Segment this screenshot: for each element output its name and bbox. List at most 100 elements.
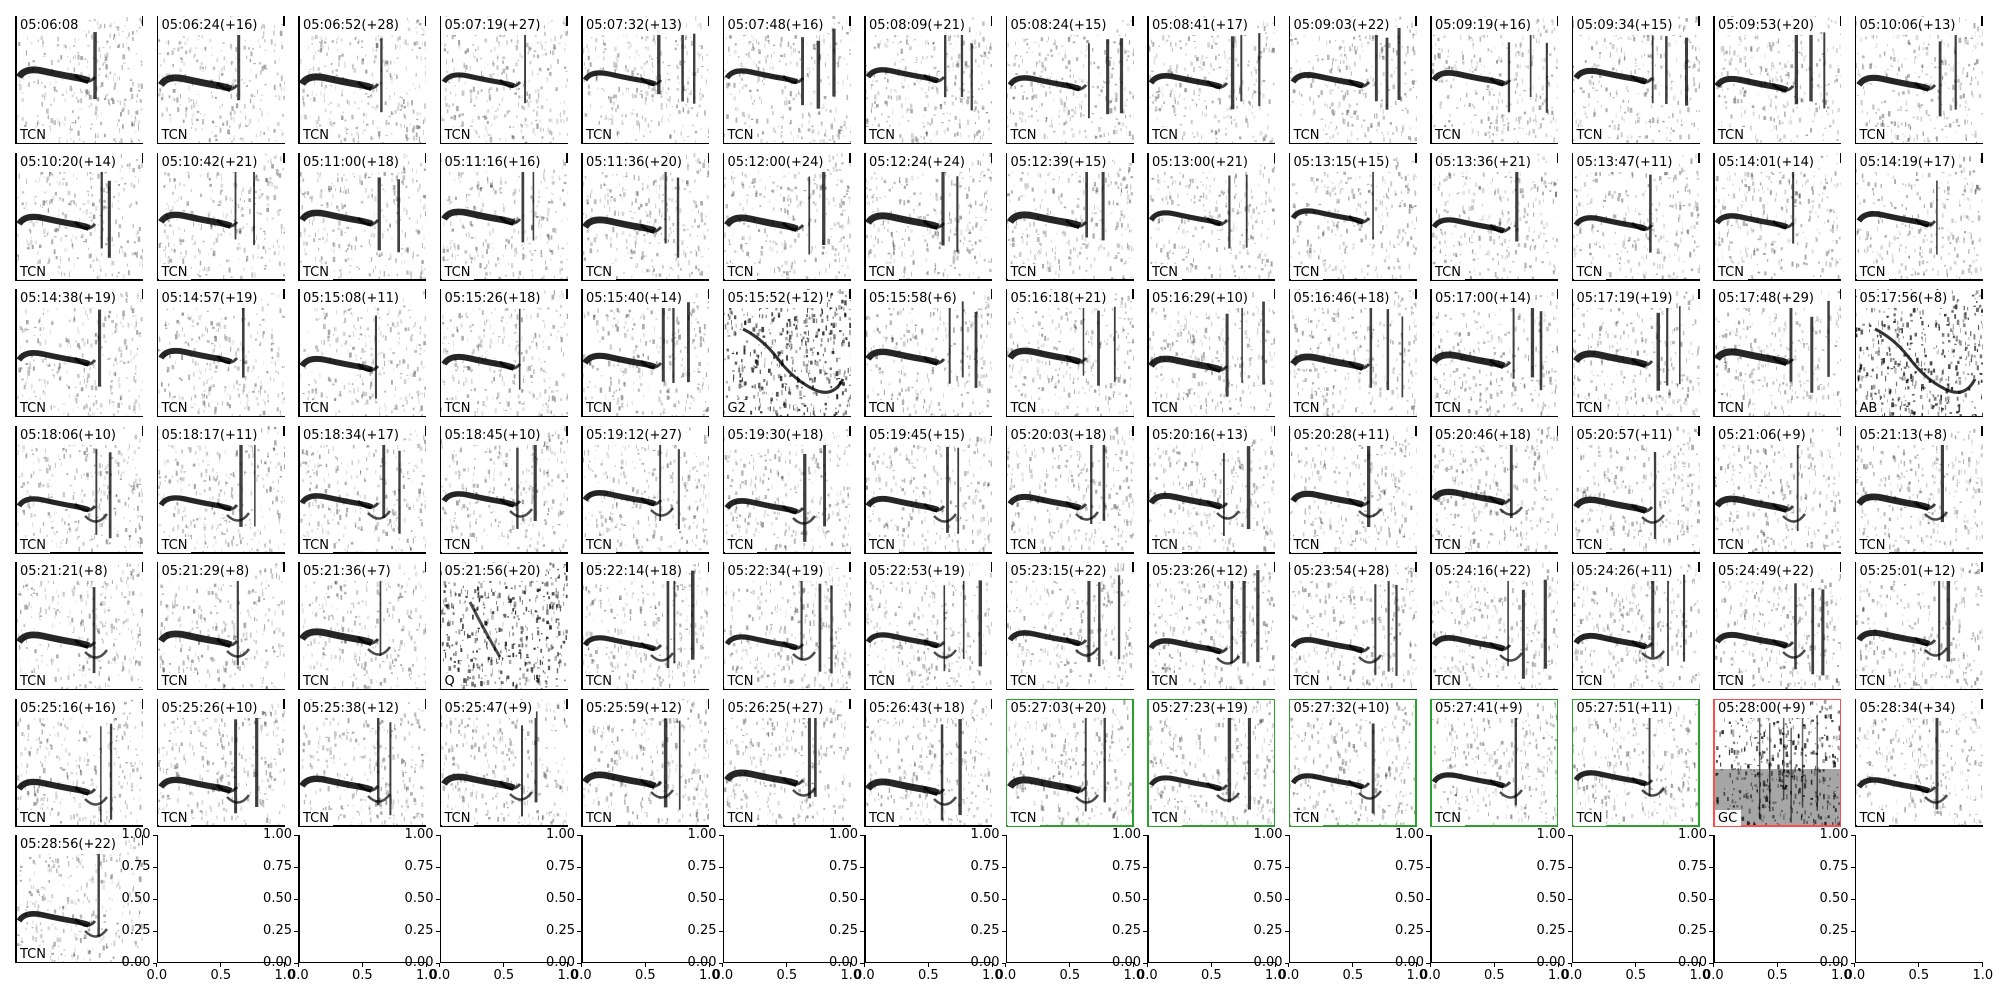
x-tick-mark bbox=[580, 963, 582, 967]
axis-spine bbox=[156, 552, 285, 554]
axis-spine bbox=[864, 152, 866, 281]
axis-spine bbox=[864, 698, 866, 827]
y-tick-mark bbox=[1850, 930, 1855, 932]
y-tick-label: 0.00 bbox=[1254, 956, 1283, 969]
axis-spine bbox=[439, 698, 441, 827]
spectrogram-image bbox=[1855, 427, 1983, 554]
spectrogram-image bbox=[1713, 698, 1841, 827]
axis-spine bbox=[1147, 825, 1275, 827]
axis-spine bbox=[581, 425, 583, 554]
spectrogram-panel: 05:15:08(+11) TCN bbox=[298, 289, 426, 417]
axis-spine bbox=[1698, 289, 1700, 299]
axis-spine bbox=[156, 688, 285, 690]
spectrogram-panel: 05:11:16(+16) TCN bbox=[439, 152, 568, 281]
spectrogram-image bbox=[1288, 425, 1417, 554]
y-tick-mark bbox=[1143, 930, 1147, 932]
y-tick-mark bbox=[577, 866, 581, 868]
y-tick-label: 1.00 bbox=[263, 828, 292, 841]
axis-spine bbox=[864, 16, 866, 144]
spectrogram-panel: 05:25:47(+9) TCN bbox=[439, 698, 568, 827]
y-tick-label: 0.25 bbox=[1678, 924, 1707, 937]
y-tick-label: 1.00 bbox=[1254, 828, 1283, 841]
x-tick-mark bbox=[991, 963, 993, 967]
y-tick-label: 0.50 bbox=[829, 892, 858, 905]
panel-timestamp: 05:07:32(+13) bbox=[583, 17, 686, 35]
axis-spine bbox=[566, 425, 568, 436]
axis-spine bbox=[722, 279, 851, 281]
spectrogram-panel: 05:27:41(+9) TCN bbox=[1430, 698, 1558, 827]
spectrogram-panel: 05:21:21(+8) TCN bbox=[15, 562, 143, 690]
axis-spine bbox=[1288, 16, 1290, 144]
panel-class-label: TCN bbox=[724, 127, 758, 143]
y-tick-mark bbox=[577, 834, 581, 836]
spectrogram-panel: 05:26:25(+27) TCN bbox=[722, 698, 851, 827]
axis-spine bbox=[864, 415, 992, 417]
spectrogram-panel: 05:22:53(+19) TCN bbox=[864, 562, 992, 690]
x-tick-mark bbox=[1274, 963, 1276, 967]
axis-spine bbox=[156, 279, 285, 281]
y-tick-mark bbox=[435, 898, 440, 900]
axis-spine bbox=[283, 562, 285, 572]
spectrogram-image bbox=[722, 289, 851, 417]
y-tick-label: 1.00 bbox=[829, 828, 858, 841]
x-tick-label: 1.0 bbox=[1831, 969, 1852, 982]
panel-class-label: TCN bbox=[724, 673, 758, 689]
x-tick-label: 0.5 bbox=[1343, 969, 1364, 982]
x-tick-mark bbox=[863, 963, 865, 967]
panel-class-label: TCN bbox=[1432, 673, 1465, 689]
axis-spine bbox=[1147, 415, 1275, 417]
spectrogram-panel: 05:18:45(+10) TCN bbox=[439, 425, 568, 554]
spectrogram-panel: 05:08:24(+15) TCN bbox=[1005, 16, 1134, 144]
axis-spine bbox=[15, 835, 17, 963]
y-tick-label: 0.00 bbox=[971, 956, 1000, 969]
axis-spine bbox=[15, 152, 17, 281]
x-tick-mark bbox=[722, 963, 723, 967]
spectrogram-image bbox=[1288, 289, 1417, 417]
y-tick-label: 0.75 bbox=[1112, 860, 1141, 873]
y-tick-label: 1.00 bbox=[1395, 828, 1424, 841]
axis-spine bbox=[1854, 279, 1983, 281]
axis-spine bbox=[1556, 289, 1558, 299]
panel-timestamp: 05:27:41(+9) bbox=[1432, 699, 1527, 718]
spectrogram-panel: 05:20:57(+11) TCN bbox=[1571, 425, 1700, 554]
axis-spine bbox=[1571, 279, 1700, 281]
axis-spine bbox=[1005, 425, 1007, 554]
spectrogram-panel: 05:28:00(+9) GC bbox=[1713, 698, 1841, 827]
y-tick-mark bbox=[435, 962, 440, 964]
axis-spine bbox=[15, 698, 17, 827]
panel-timestamp: 05:14:57(+19) bbox=[158, 290, 262, 308]
axis-spine bbox=[1698, 16, 1700, 26]
axis-spine bbox=[156, 142, 285, 144]
axis-spine bbox=[1415, 152, 1417, 163]
panel-class-label: TCN bbox=[1007, 127, 1041, 143]
spectrogram-panel: 05:20:28(+11) TCN bbox=[1288, 425, 1417, 554]
axis-spine bbox=[156, 562, 158, 690]
spectrogram-image bbox=[298, 153, 426, 281]
spectrogram-panel: 05:25:01(+12) TCN bbox=[1854, 562, 1983, 690]
panel-timestamp: 05:15:40(+14) bbox=[583, 290, 686, 308]
axis-spine bbox=[424, 16, 426, 26]
y-tick-mark bbox=[1426, 834, 1430, 836]
x-tick-label: 0.5 bbox=[1626, 969, 1647, 982]
axis-spine bbox=[722, 825, 851, 827]
spectrogram-panel: 05:24:49(+22) TCN bbox=[1713, 562, 1841, 690]
spectrogram-image bbox=[439, 562, 568, 690]
panel-class-label: TCN bbox=[1573, 127, 1607, 143]
panel-timestamp: 05:25:59(+12) bbox=[583, 699, 686, 718]
spectrogram-image bbox=[581, 425, 709, 554]
axis-spine bbox=[298, 279, 426, 281]
axis-spine bbox=[298, 688, 426, 690]
axis-spine bbox=[1839, 152, 1841, 163]
spectrogram-image bbox=[1430, 16, 1558, 144]
x-tick-label: 0.0 bbox=[854, 969, 875, 982]
spectrogram-panel: 05:13:15(+15) TCN bbox=[1288, 152, 1417, 281]
x-tick-mark bbox=[1840, 963, 1842, 967]
axis-spine bbox=[1571, 698, 1573, 827]
axis-spine bbox=[581, 698, 583, 827]
axis-spine bbox=[15, 415, 143, 417]
panel-class-label: TCN bbox=[17, 127, 50, 143]
axis-spine bbox=[15, 825, 143, 827]
axis-spine bbox=[298, 562, 300, 690]
x-tick-mark bbox=[220, 963, 221, 967]
axis-spine bbox=[990, 152, 992, 163]
